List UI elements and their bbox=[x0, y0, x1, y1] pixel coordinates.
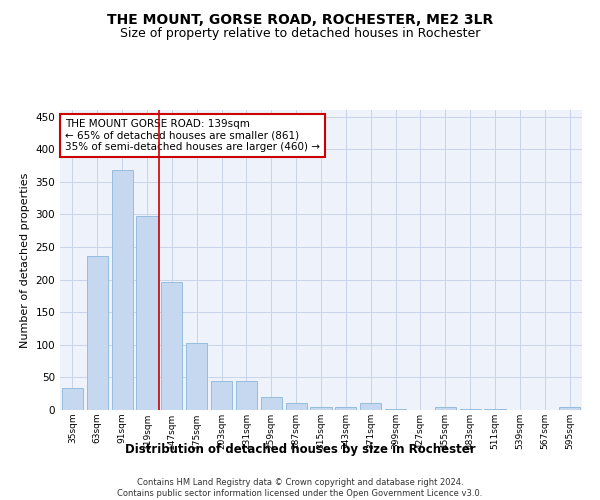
Bar bbox=[385, 408, 406, 410]
Text: Distribution of detached houses by size in Rochester: Distribution of detached houses by size … bbox=[125, 442, 475, 456]
Bar bbox=[161, 282, 182, 410]
Bar bbox=[435, 408, 456, 410]
Bar bbox=[261, 397, 282, 410]
Y-axis label: Number of detached properties: Number of detached properties bbox=[20, 172, 30, 348]
Bar bbox=[236, 382, 257, 410]
Bar bbox=[286, 403, 307, 410]
Text: THE MOUNT, GORSE ROAD, ROCHESTER, ME2 3LR: THE MOUNT, GORSE ROAD, ROCHESTER, ME2 3L… bbox=[107, 12, 493, 26]
Text: THE MOUNT GORSE ROAD: 139sqm
← 65% of detached houses are smaller (861)
35% of s: THE MOUNT GORSE ROAD: 139sqm ← 65% of de… bbox=[65, 119, 320, 152]
Bar bbox=[310, 406, 332, 410]
Bar bbox=[112, 170, 133, 410]
Bar bbox=[186, 343, 207, 410]
Bar bbox=[559, 408, 580, 410]
Bar bbox=[87, 256, 108, 410]
Bar bbox=[335, 406, 356, 410]
Bar bbox=[360, 404, 381, 410]
Bar bbox=[211, 380, 232, 410]
Text: Contains HM Land Registry data © Crown copyright and database right 2024.
Contai: Contains HM Land Registry data © Crown c… bbox=[118, 478, 482, 498]
Text: Size of property relative to detached houses in Rochester: Size of property relative to detached ho… bbox=[120, 28, 480, 40]
Bar bbox=[136, 216, 158, 410]
Bar bbox=[62, 388, 83, 410]
